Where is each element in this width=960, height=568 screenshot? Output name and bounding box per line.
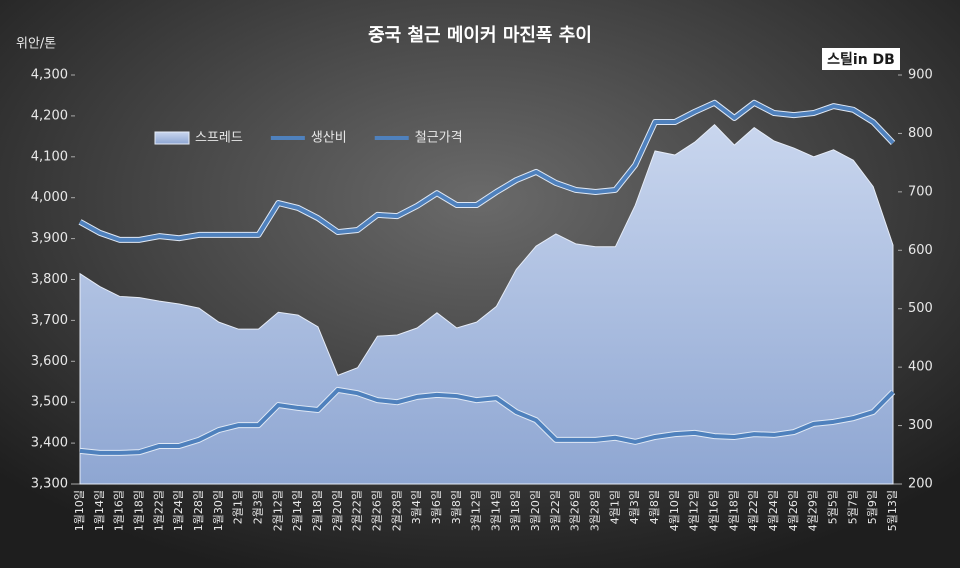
x-tick-label: 1월28일 — [191, 490, 205, 531]
y-tick-label: 3,900 — [31, 231, 68, 246]
x-tick-label: 5월5일 — [826, 490, 840, 524]
y2-tick-label: 900 — [908, 68, 933, 83]
x-tick-label: 4월29일 — [806, 490, 820, 531]
x-tick-label: 5월9일 — [865, 490, 879, 524]
x-tick-label: 1월24일 — [171, 490, 185, 531]
x-tick-label: 4월10일 — [667, 490, 681, 531]
x-tick-label: 1월10일 — [72, 490, 86, 531]
x-tick-label: 3월28일 — [588, 490, 602, 531]
x-tick-label: 1월22일 — [151, 490, 165, 531]
legend-swatch — [154, 131, 190, 145]
y2-tick-label: 400 — [908, 360, 933, 375]
x-tick-label: 4월3일 — [627, 490, 641, 524]
x-tick-label: 4월18일 — [726, 490, 740, 531]
y-tick-label: 4,100 — [31, 149, 68, 164]
x-tick-label: 3월4일 — [409, 490, 423, 524]
y2-tick-label: 600 — [908, 243, 933, 258]
legend-label: 철근가격 — [415, 131, 463, 146]
x-tick-label: 2월1일 — [231, 490, 245, 524]
x-tick-label: 3월8일 — [449, 490, 463, 524]
x-tick-label: 2월18일 — [310, 490, 324, 531]
line — [79, 100, 895, 242]
x-tick-label: 4월16일 — [707, 490, 721, 531]
x-tick-label: 3월22일 — [548, 490, 562, 531]
y-tick-label: 3,800 — [31, 272, 68, 287]
y-tick-label: 3,300 — [31, 477, 68, 492]
x-tick-label: 2월14일 — [290, 490, 304, 531]
chart-title: 중국 철근 메이커 마진폭 추이 — [368, 25, 592, 46]
x-tick-label: 4월12일 — [687, 490, 701, 531]
y-tick-label: 4,300 — [31, 68, 68, 83]
y2-tick-label: 700 — [908, 184, 933, 199]
x-tick-label: 4월24일 — [766, 490, 780, 531]
x-tick-label: 4월22일 — [746, 490, 760, 531]
x-tick-label: 3월12일 — [469, 490, 483, 531]
logo: 스틸in DB — [827, 52, 895, 68]
y2-tick-label: 300 — [908, 418, 933, 433]
x-tick-label: 3월20일 — [528, 490, 542, 531]
x-tick-label: 1월30일 — [211, 490, 225, 531]
x-tick-label: 1월18일 — [131, 490, 145, 531]
x-tick-label: 3월6일 — [429, 490, 443, 524]
x-tick-label: 2월3일 — [250, 490, 264, 524]
x-tick-label: 5월7일 — [845, 490, 859, 524]
y-tick-label: 4,200 — [31, 108, 68, 123]
x-tick-label: 4월1일 — [607, 490, 621, 524]
y-tick-label: 3,500 — [31, 395, 68, 410]
x-tick-label: 2월20일 — [330, 490, 344, 531]
y-tick-label: 4,000 — [31, 190, 68, 205]
logo-box — [822, 48, 900, 70]
y2-tick-label: 500 — [908, 301, 933, 316]
x-tick-label: 3월26일 — [568, 490, 582, 531]
x-tick-label: 2월28일 — [389, 490, 403, 531]
x-tick-label: 5월13일 — [885, 490, 899, 531]
line — [79, 387, 895, 455]
y-tick-label: 3,700 — [31, 313, 68, 328]
x-tick-label: 2월22일 — [350, 490, 364, 531]
x-tick-label: 4월8일 — [647, 490, 661, 524]
y-axis-label: 위안/톤 — [16, 37, 56, 52]
y2-tick-label: 200 — [908, 477, 933, 492]
legend-label: 스프레드 — [195, 131, 243, 146]
spread-area — [79, 123, 894, 485]
x-tick-label: 2월12일 — [270, 490, 284, 531]
x-tick-label: 1월16일 — [112, 490, 126, 531]
x-tick-label: 4월26일 — [786, 490, 800, 531]
y-tick-label: 3,600 — [31, 354, 68, 369]
y-tick-label: 3,400 — [31, 436, 68, 451]
y2-tick-label: 800 — [908, 126, 933, 141]
legend-label: 생산비 — [311, 131, 347, 146]
x-tick-label: 1월14일 — [92, 490, 106, 531]
x-tick-label: 3월14일 — [488, 490, 502, 531]
x-tick-label: 3월18일 — [508, 490, 522, 531]
x-tick-label: 2월26일 — [369, 490, 383, 531]
